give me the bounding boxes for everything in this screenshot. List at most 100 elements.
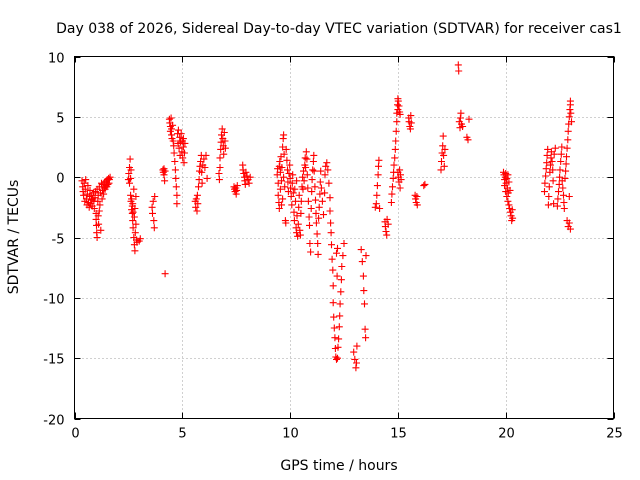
data-point (360, 287, 368, 295)
data-point (440, 162, 448, 170)
data-point (321, 189, 329, 197)
data-point (326, 207, 334, 215)
data-point (541, 188, 548, 196)
data-point (351, 355, 359, 363)
data-point (393, 118, 401, 126)
data-point (283, 156, 291, 164)
data-point (336, 312, 344, 320)
data-point (353, 342, 361, 350)
data-point (563, 144, 571, 152)
data-point (383, 231, 391, 239)
data-point (275, 205, 283, 212)
data-point (407, 112, 415, 120)
data-point (246, 173, 254, 181)
data-point (296, 231, 304, 239)
data-point (459, 123, 467, 130)
data-point (329, 282, 337, 290)
x-tick-label: 10 (282, 427, 299, 442)
data-point (331, 334, 339, 342)
data-point (306, 240, 314, 247)
data-point (324, 166, 332, 174)
data-point (396, 184, 404, 192)
data-point (169, 121, 177, 129)
data-point (562, 167, 570, 175)
data-point (557, 158, 565, 165)
data-point (337, 276, 345, 284)
plot-frame (74, 56, 614, 419)
data-point (542, 165, 550, 173)
data-point (336, 300, 344, 308)
data-point (288, 179, 296, 187)
data-point (333, 249, 340, 257)
data-point (565, 219, 573, 227)
data-point (567, 109, 575, 117)
data-point (280, 173, 288, 181)
data-point (297, 209, 305, 217)
data-point (84, 182, 92, 190)
data-point (308, 176, 316, 184)
data-point (129, 217, 137, 225)
data-point (221, 144, 229, 152)
data-point (284, 188, 292, 196)
data-point (317, 184, 325, 192)
data-point (175, 144, 183, 152)
data-point (335, 335, 343, 343)
data-point (128, 209, 136, 217)
data-point (286, 174, 294, 182)
data-point (81, 185, 89, 193)
data-point (278, 177, 285, 185)
data-point (334, 244, 341, 252)
data-point (220, 129, 228, 136)
data-point (149, 209, 156, 217)
data-point (541, 179, 549, 187)
data-point (284, 166, 291, 174)
data-point (504, 197, 512, 205)
data-point (150, 217, 158, 225)
data-point (374, 171, 382, 179)
data-point (172, 183, 180, 191)
x-tick-label: 25 (606, 427, 623, 442)
data-point (276, 158, 284, 165)
data-point (132, 193, 140, 200)
data-point (553, 202, 561, 210)
data-points (78, 61, 575, 372)
data-point (170, 149, 178, 157)
data-point (300, 167, 307, 175)
data-point (167, 114, 175, 122)
data-point (395, 102, 403, 110)
data-point (352, 364, 360, 372)
data-point (330, 313, 338, 321)
data-point (565, 113, 573, 121)
data-point (397, 176, 405, 184)
data-point (296, 226, 304, 234)
data-point (295, 191, 303, 199)
data-point (508, 206, 516, 214)
tick-labels: 0 5 10 15 20 25 -20 -15 -10 -5 0 5 10 (43, 52, 623, 442)
data-point (384, 220, 392, 228)
data-point (561, 174, 569, 182)
data-point (310, 167, 318, 175)
x-tick-label: 5 (178, 427, 186, 442)
data-point (150, 224, 158, 232)
data-point (312, 196, 319, 204)
data-point (216, 164, 224, 171)
y-tick-label: -5 (52, 233, 65, 248)
data-point (290, 208, 298, 216)
y-axis-label: SDTVAR / TECUs (6, 180, 22, 295)
data-point (392, 127, 400, 135)
data-point (556, 173, 564, 181)
data-point (389, 183, 396, 191)
data-point (413, 201, 421, 209)
data-point (243, 172, 251, 180)
data-point (560, 205, 568, 212)
data-point (560, 199, 568, 206)
data-point (376, 205, 384, 212)
data-point (276, 185, 284, 193)
data-point (555, 180, 563, 188)
data-point (371, 203, 379, 211)
data-point (90, 205, 98, 212)
data-point (543, 151, 551, 159)
axis-ticks (74, 56, 615, 420)
data-point (176, 133, 184, 141)
